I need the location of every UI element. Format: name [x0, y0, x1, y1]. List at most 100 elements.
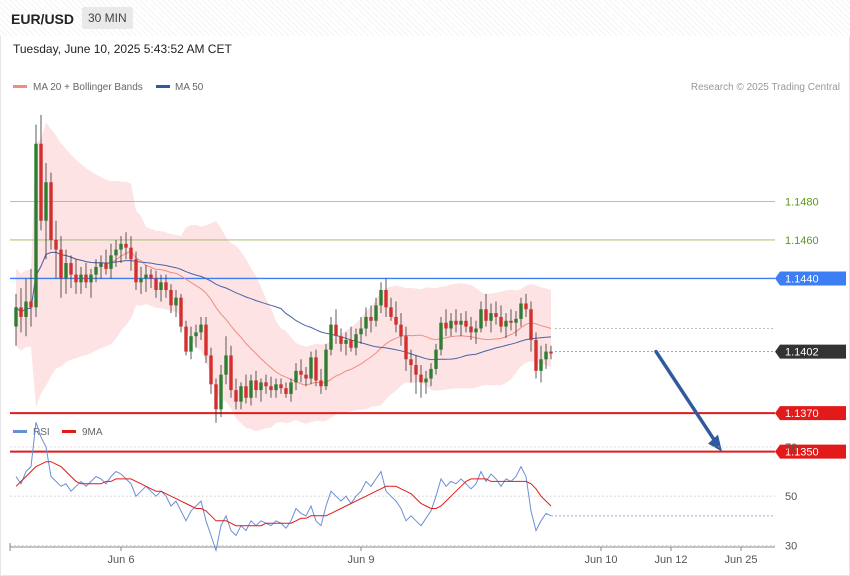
candle-bull — [44, 182, 48, 221]
candle-bear — [314, 357, 318, 381]
rsi-lines — [15, 422, 775, 553]
x-tick-label: Jun 25 — [724, 554, 757, 566]
candle-bear — [29, 301, 33, 308]
projection — [654, 349, 722, 452]
candle-bear — [339, 336, 343, 344]
candle-bull — [139, 278, 143, 283]
candle-bear — [49, 182, 53, 240]
candle-bear — [184, 326, 188, 352]
candle-bull — [479, 309, 483, 329]
candle-bull — [189, 336, 193, 352]
rsi-tick-label: 30 — [785, 540, 797, 552]
candle-bull — [514, 318, 518, 323]
projection-arrow-line — [654, 349, 720, 448]
rsi-ma-legend-swatch — [62, 430, 76, 433]
candle-bear — [349, 340, 353, 348]
candle-bear — [384, 290, 388, 308]
candle-bull — [99, 263, 103, 267]
candle-bull — [459, 320, 463, 325]
candle-bear — [69, 263, 73, 275]
candle-bull — [64, 263, 68, 279]
resistance-label: 1.1480 — [785, 196, 819, 208]
candle-bear — [124, 243, 128, 248]
candle-bull — [439, 322, 443, 350]
candle-bull — [239, 386, 243, 402]
candle-bear — [499, 316, 503, 327]
candle-bear — [279, 384, 283, 389]
candle-bear — [534, 340, 538, 371]
candle-bear — [204, 324, 208, 356]
candle-bear — [129, 247, 133, 260]
legend-top: MA 20 + Bollinger Bands MA 50 Research ©… — [13, 82, 840, 93]
rsi-tick-label: 70 — [785, 442, 797, 454]
candle-bull — [324, 349, 328, 387]
candle-bear — [19, 307, 23, 317]
current-price-box — [775, 344, 846, 359]
candle-bear — [394, 316, 398, 325]
candle-bear — [404, 336, 408, 360]
candle-bear — [419, 374, 423, 383]
candle-bear — [154, 278, 158, 290]
candle-bear — [59, 249, 63, 279]
candle-bear — [149, 274, 153, 279]
candle-bear — [254, 380, 258, 391]
candle-bear — [179, 297, 183, 327]
candle-bull — [119, 243, 123, 250]
candle-bull — [539, 359, 543, 371]
candle-bull — [364, 316, 368, 329]
candle-bull — [219, 374, 223, 410]
rsi-legend-swatch — [13, 430, 27, 433]
candle-bull — [259, 382, 263, 391]
candle-bear — [214, 384, 218, 410]
candle-bull — [329, 324, 333, 350]
candle-bear — [299, 370, 303, 375]
candle-bear — [494, 313, 498, 317]
candle-bear — [509, 320, 513, 323]
legend-rsi: RSI 9MA — [13, 427, 103, 438]
bollinger-bands — [16, 122, 551, 432]
candle-bull — [144, 274, 148, 279]
candle-bear — [104, 263, 108, 269]
chart-header: EUR/USD 30 MIN — [0, 0, 850, 36]
rsi-legend-label: RSI — [33, 427, 50, 438]
candle-bear — [414, 365, 418, 375]
projection-arrow-head — [708, 434, 722, 452]
x-axis: Jun 6 Jun 9 Jun 10 Jun 12 Jun 25 — [9, 543, 775, 566]
candle-bull — [14, 307, 18, 327]
resistance-label: 1.1460 — [785, 235, 819, 247]
candle-bear — [529, 309, 533, 341]
symbol-label: EUR/USD — [11, 11, 75, 27]
candle-bull — [309, 357, 313, 379]
candle-bear — [399, 324, 403, 337]
candle-bull — [274, 384, 278, 391]
x-tick-label: Jun 6 — [108, 554, 135, 566]
pivot-label: 1.1440 — [785, 273, 819, 285]
rsi-ma-legend-label: 9MA — [82, 427, 103, 438]
ma20-legend-swatch — [13, 85, 27, 88]
candle-bull — [174, 297, 178, 306]
candle-bear — [369, 316, 373, 321]
candle-bull — [159, 282, 163, 290]
candle-bull — [449, 320, 453, 329]
price-levels: 1.1480 1.1460 1.1440 1.1370 1.1350 1.1402 — [10, 196, 846, 459]
x-tick-label: Jun 9 — [348, 554, 375, 566]
support-label: 1.1370 — [785, 408, 819, 420]
pivot-label-box — [775, 271, 846, 286]
candle-bull — [224, 355, 228, 375]
candle-bear — [454, 320, 458, 325]
candle-bear — [229, 355, 233, 391]
candle-bull — [344, 340, 348, 344]
chart-datetime: Tuesday, June 10, 2025 5:43:52 AM CET — [13, 42, 232, 56]
x-tick-label: Jun 10 — [584, 554, 617, 566]
support-label-box — [775, 444, 846, 459]
candle-bear — [484, 309, 488, 321]
candle-bull — [89, 274, 93, 283]
candle-bear — [234, 390, 238, 402]
bollinger-band-area — [16, 122, 551, 432]
timeframe-button[interactable]: 30 MIN — [82, 7, 133, 29]
candle-bear — [334, 324, 338, 337]
candle-bull — [114, 249, 118, 256]
candle-bear — [264, 382, 268, 387]
candle-bear — [549, 351, 553, 354]
